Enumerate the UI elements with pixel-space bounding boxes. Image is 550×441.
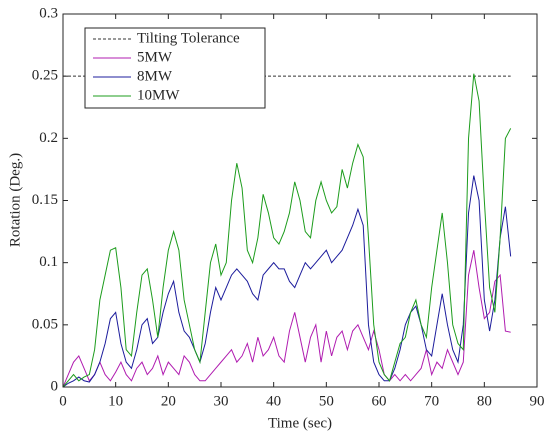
- y-tick-label: 0.1: [39, 254, 58, 270]
- x-tick-label: 90: [530, 393, 545, 409]
- x-tick-label: 40: [266, 393, 281, 409]
- y-tick-label: 0.15: [32, 192, 58, 208]
- legend-label: 10MW: [137, 87, 180, 103]
- legend-label: 8MW: [137, 68, 173, 84]
- x-tick-label: 50: [319, 393, 334, 409]
- x-tick-label: 70: [424, 393, 439, 409]
- legend-box: [84, 27, 266, 109]
- x-tick-label: 60: [372, 393, 387, 409]
- plot-frame: [62, 13, 538, 388]
- y-tick-label: 0.2: [39, 130, 58, 146]
- series-line: [62, 175, 512, 388]
- x-axis-label: Time (sec): [268, 415, 332, 431]
- x-tick-label: 10: [108, 393, 123, 409]
- series-line: [62, 250, 511, 388]
- series-line: [62, 73, 512, 388]
- y-tick-label: 0.25: [32, 68, 58, 84]
- y-tick-label: 0.05: [32, 316, 58, 332]
- y-axis-label: Rotation (Deg.): [7, 153, 23, 247]
- x-tick-label: 0: [59, 393, 67, 409]
- x-tick-label: 20: [161, 393, 176, 409]
- x-tick-label: 30: [214, 393, 229, 409]
- legend-label: Tilting Tolerance: [137, 30, 240, 46]
- y-tick-label: 0.3: [39, 5, 58, 21]
- legend-label: 5MW: [137, 49, 173, 65]
- x-tick-label: 80: [477, 393, 492, 409]
- y-tick-label: 0: [51, 378, 59, 394]
